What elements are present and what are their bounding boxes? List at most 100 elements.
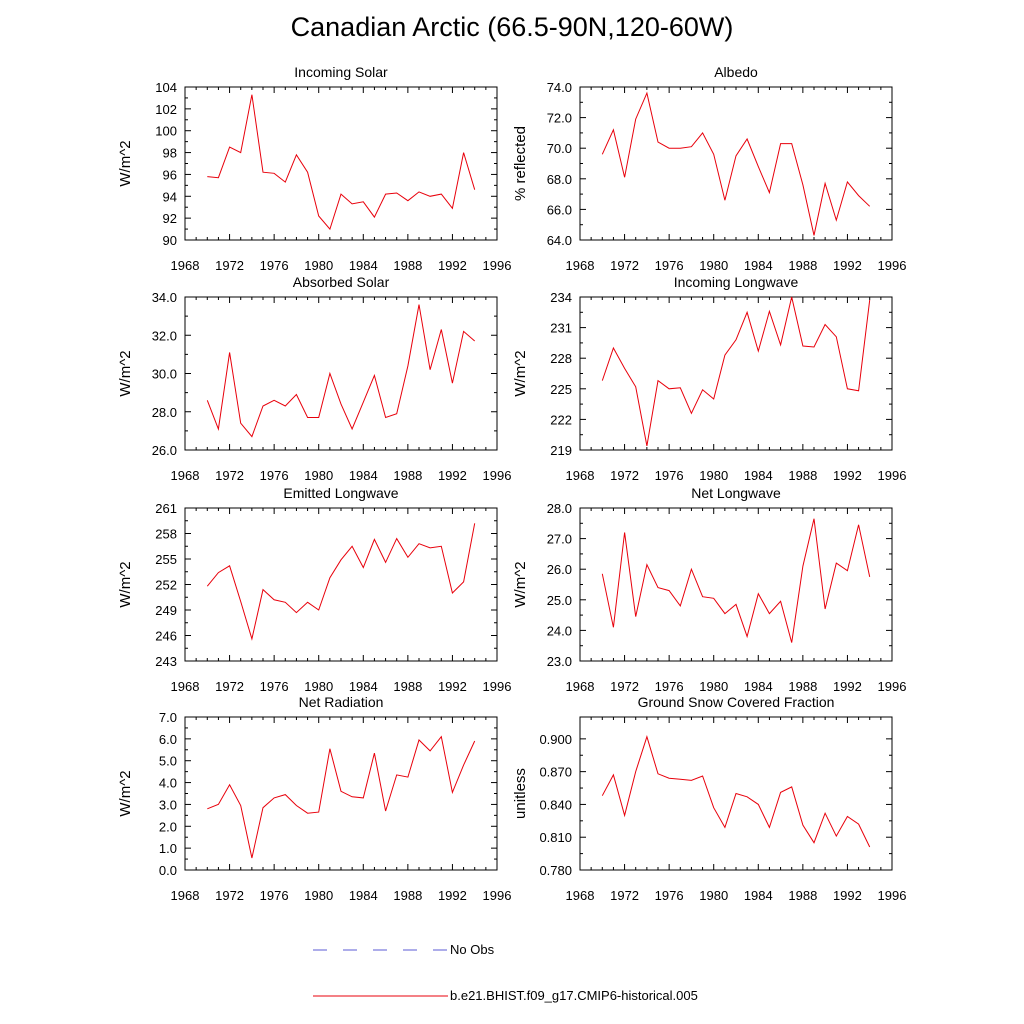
x-tick-label: 1984 — [349, 258, 378, 273]
x-tick-label: 1984 — [744, 888, 773, 903]
y-axis-label: W/m^2 — [117, 561, 134, 607]
y-tick-label: 225 — [550, 382, 572, 397]
y-tick-label: 246 — [155, 629, 177, 644]
y-tick-label: 24.0 — [547, 623, 572, 638]
y-tick-label: 0.840 — [539, 797, 572, 812]
y-tick-label: 234 — [550, 290, 572, 305]
y-tick-label: 26.0 — [547, 562, 572, 577]
x-tick-label: 1968 — [566, 888, 595, 903]
x-tick-label: 1992 — [438, 679, 467, 694]
y-tick-label: 0.810 — [539, 830, 572, 845]
y-tick-label: 66.0 — [547, 202, 572, 217]
x-tick-label: 1980 — [304, 258, 333, 273]
x-tick-label: 1996 — [483, 679, 512, 694]
x-tick-label: 1976 — [260, 888, 289, 903]
x-tick-label: 1996 — [483, 468, 512, 483]
y-tick-label: 7.0 — [159, 710, 177, 725]
x-tick-label: 1968 — [171, 258, 200, 273]
y-tick-label: 102 — [155, 102, 177, 117]
x-tick-label: 1976 — [655, 258, 684, 273]
y-tick-label: 68.0 — [547, 172, 572, 187]
x-tick-label: 1980 — [304, 679, 333, 694]
y-tick-label: 258 — [155, 527, 177, 542]
legend-label-model: b.e21.BHIST.f09_g17.CMIP6-historical.005 — [450, 988, 698, 1003]
y-tick-label: 0.780 — [539, 863, 572, 878]
x-tick-label: 1988 — [393, 468, 422, 483]
y-tick-label: 28.0 — [547, 501, 572, 516]
x-tick-label: 1972 — [610, 258, 639, 273]
y-axis-label: % reflected — [512, 126, 529, 201]
y-tick-label: 222 — [550, 412, 572, 427]
x-tick-label: 1968 — [566, 258, 595, 273]
y-tick-label: 219 — [550, 443, 572, 458]
x-tick-label: 1968 — [171, 888, 200, 903]
x-tick-label: 1976 — [655, 468, 684, 483]
y-axis-label: W/m^2 — [117, 770, 134, 816]
x-tick-label: 1984 — [349, 679, 378, 694]
y-tick-label: 261 — [155, 501, 177, 516]
series-line — [207, 94, 476, 231]
y-tick-label: 92 — [163, 211, 177, 226]
y-tick-label: 74.0 — [547, 80, 572, 95]
y-tick-label: 249 — [155, 603, 177, 618]
x-tick-label: 1984 — [744, 468, 773, 483]
panel-title: Net Radiation — [299, 694, 384, 710]
x-tick-label: 1988 — [788, 888, 817, 903]
y-tick-label: 64.0 — [547, 233, 572, 248]
x-tick-label: 1976 — [260, 258, 289, 273]
x-tick-label: 1988 — [393, 258, 422, 273]
panel-3: Incoming Longwave W/m^2 1968 1972 1976 1980 19… — [512, 274, 906, 483]
x-tick-label: 1980 — [699, 679, 728, 694]
x-tick-label: 1988 — [788, 468, 817, 483]
y-tick-label: 0.900 — [539, 732, 572, 747]
x-tick-label: 1992 — [438, 468, 467, 483]
x-tick-label: 1980 — [699, 888, 728, 903]
x-tick-label: 1972 — [215, 679, 244, 694]
x-tick-label: 1992 — [833, 679, 862, 694]
y-axis-label: W/m^2 — [117, 350, 134, 396]
panel-title: Albedo — [714, 64, 758, 80]
series-line — [601, 735, 871, 848]
y-axis-label: W/m^2 — [512, 561, 529, 607]
x-tick-label: 1980 — [699, 468, 728, 483]
y-tick-label: 3.0 — [159, 797, 177, 812]
y-tick-label: 98 — [163, 146, 177, 161]
y-tick-label: 28.0 — [152, 405, 177, 420]
y-tick-label: 4.0 — [159, 776, 177, 791]
x-tick-label: 1968 — [566, 468, 595, 483]
x-tick-label: 1980 — [699, 258, 728, 273]
panel-4: Emitted Longwave W/m^2 1968 1972 1976 1980 198… — [117, 485, 511, 694]
y-tick-label: 25.0 — [547, 593, 572, 608]
series-line — [206, 523, 476, 641]
y-tick-label: 94 — [163, 189, 177, 204]
series-line — [601, 91, 871, 236]
panel-title: Ground Snow Covered Fraction — [638, 694, 835, 710]
x-tick-label: 1980 — [304, 888, 333, 903]
x-tick-label: 1988 — [393, 888, 422, 903]
y-tick-label: 90 — [163, 233, 177, 248]
y-tick-label: 0.0 — [159, 863, 177, 878]
y-tick-label: 0.870 — [539, 765, 572, 780]
x-tick-label: 1976 — [260, 679, 289, 694]
y-tick-label: 228 — [550, 351, 572, 366]
x-tick-label: 1984 — [349, 468, 378, 483]
series-line — [206, 304, 476, 438]
x-tick-label: 1996 — [878, 468, 907, 483]
x-tick-label: 1988 — [788, 258, 817, 273]
x-tick-label: 1996 — [483, 888, 512, 903]
x-tick-label: 1976 — [655, 888, 684, 903]
x-tick-label: 1972 — [215, 258, 244, 273]
series-line — [207, 735, 476, 859]
x-tick-label: 1992 — [438, 258, 467, 273]
y-tick-label: 34.0 — [152, 290, 177, 305]
x-tick-label: 1972 — [610, 888, 639, 903]
panel-title: Absorbed Solar — [293, 274, 390, 290]
x-tick-label: 1984 — [744, 258, 773, 273]
x-tick-label: 1992 — [833, 258, 862, 273]
x-tick-label: 1976 — [655, 679, 684, 694]
panel-6: Net Radiation W/m^2 1968 1972 1976 1980 1984 19… — [117, 694, 511, 903]
y-tick-label: 2.0 — [159, 819, 177, 834]
x-tick-label: 1980 — [304, 468, 333, 483]
y-tick-label: 70.0 — [547, 141, 572, 156]
